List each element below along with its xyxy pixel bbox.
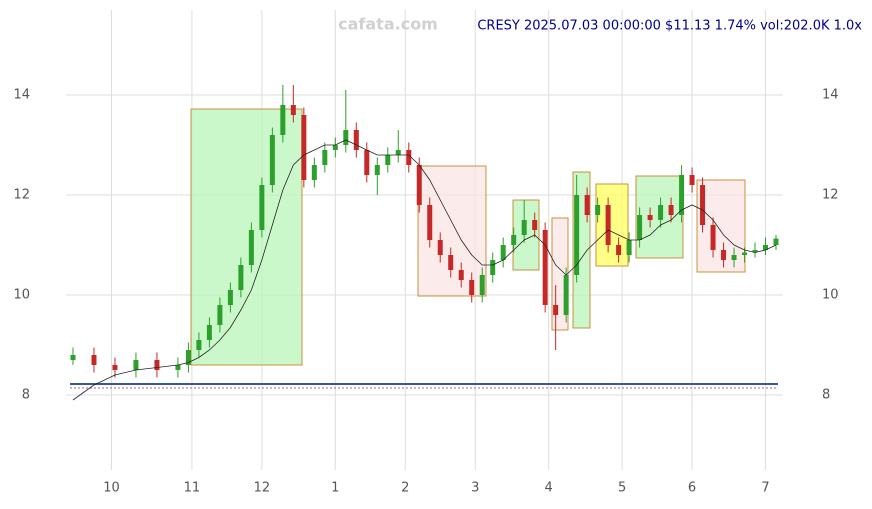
candle-body <box>227 290 233 305</box>
candle-body <box>616 245 622 255</box>
candle-body <box>626 240 632 255</box>
candle-body <box>353 130 359 150</box>
candle-body <box>290 105 296 115</box>
candle-body <box>742 252 748 255</box>
candle-body <box>238 265 244 290</box>
y-tick-label: 8 <box>22 388 30 403</box>
candle-body <box>668 205 674 215</box>
zones <box>70 108 778 389</box>
candle-body <box>700 185 706 225</box>
candle-body <box>710 225 716 250</box>
candle-body <box>689 175 695 185</box>
candle-body <box>406 150 412 165</box>
candle-body <box>605 205 611 245</box>
candle-body <box>563 275 569 315</box>
candle-body <box>175 365 181 370</box>
candle-body <box>490 260 496 275</box>
candle-body <box>469 280 475 295</box>
candle-body <box>437 240 443 255</box>
candle-body <box>479 275 485 295</box>
candle-body <box>427 205 433 240</box>
candle-body <box>259 185 265 230</box>
candle-body <box>542 230 548 305</box>
x-tick-label: 11 <box>184 481 201 496</box>
candle-body <box>269 135 275 185</box>
candle-body <box>584 195 590 215</box>
candle-body <box>521 220 527 235</box>
candle-body <box>595 205 601 215</box>
x-tick-label: 5 <box>618 481 626 496</box>
candle-body <box>395 150 401 155</box>
x-tick-label: 4 <box>545 481 553 496</box>
candle-body <box>416 165 422 205</box>
candle-body <box>458 270 464 280</box>
candle-body <box>500 245 506 260</box>
candle-body <box>301 115 307 180</box>
y-tick-label-right: 10 <box>822 288 839 303</box>
y-tick-label-right: 12 <box>822 188 839 203</box>
y-tick-label-right: 14 <box>822 88 839 103</box>
candle-body <box>574 195 580 275</box>
candle-body <box>280 105 286 135</box>
candle-body <box>532 220 538 230</box>
watermark: cafata.com <box>338 15 438 34</box>
candle-body <box>91 355 97 365</box>
x-tick-label: 7 <box>761 481 769 496</box>
candle-body <box>637 215 643 240</box>
y-tick-label-right: 8 <box>822 388 830 403</box>
moving-average <box>72 139 777 401</box>
y-tick-label: 14 <box>13 88 30 103</box>
x-tick-label: 3 <box>471 481 479 496</box>
candle-body <box>332 145 338 150</box>
candle-body <box>133 360 139 370</box>
x-tick-label: 12 <box>254 481 271 496</box>
candle-body <box>553 305 559 315</box>
candle-body <box>217 305 223 325</box>
candle-body <box>311 165 317 180</box>
candle-body <box>752 250 758 253</box>
candle-body <box>658 205 664 220</box>
candle-body <box>343 130 349 145</box>
x-tick-label: 6 <box>688 481 696 496</box>
candle-body <box>448 255 454 270</box>
candle-body <box>185 350 191 365</box>
candle-body <box>374 165 380 175</box>
y-tick-label: 10 <box>13 288 30 303</box>
chart-title: CRESY 2025.07.03 00:00:00 $11.13 1.74% v… <box>477 19 862 34</box>
candle-body <box>763 245 769 250</box>
y-tick-label: 12 <box>13 188 30 203</box>
candle-body <box>196 340 202 350</box>
candle-body <box>206 325 212 340</box>
candle-body <box>647 215 653 220</box>
candle-body <box>364 150 370 175</box>
candle-body <box>721 250 727 260</box>
candle-body <box>248 230 254 265</box>
candle-body <box>511 235 517 245</box>
candle-body <box>322 150 328 165</box>
x-tick-label: 10 <box>103 481 120 496</box>
zone-box <box>595 183 629 267</box>
candle-body <box>731 255 737 260</box>
candle-body <box>112 365 118 370</box>
candle-body <box>679 175 685 215</box>
x-tick-label: 2 <box>401 481 409 496</box>
x-tick-label: 1 <box>331 481 339 496</box>
candle-body <box>773 238 779 245</box>
candle-body <box>154 360 160 370</box>
candle-body <box>385 155 391 165</box>
candle-body <box>70 355 76 360</box>
